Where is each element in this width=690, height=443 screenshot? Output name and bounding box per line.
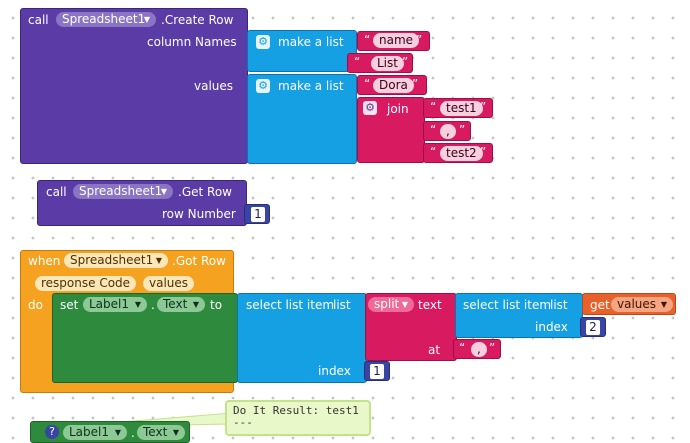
make-a-list-label: make a list — [278, 35, 344, 49]
make-a-list-label: make a list — [278, 79, 344, 93]
component-dropdown-label: Spreadsheet1 — [79, 184, 163, 198]
chevron-down-icon: ▼ — [143, 15, 150, 24]
join-block[interactable] — [357, 97, 425, 163]
close-quote-icon: ” — [412, 77, 419, 91]
close-quote-icon: ” — [489, 341, 496, 355]
at-param-label: at — [428, 343, 441, 357]
component-dropdown[interactable]: Label1 ▼ — [83, 297, 147, 312]
property-dropdown[interactable]: Text ▼ — [157, 297, 205, 312]
string-value[interactable]: test1 — [440, 101, 483, 116]
string-value[interactable]: , — [440, 124, 456, 139]
string-value[interactable]: , — [471, 342, 487, 357]
component-dropdown[interactable]: Spreadsheet1 ▼ — [73, 184, 173, 199]
index-param-label: index — [318, 364, 351, 378]
split-dropdown[interactable]: split ▼ — [368, 297, 414, 312]
property-dropdown-label: Text — [163, 297, 188, 311]
close-quote-icon: ” — [480, 145, 487, 159]
number-value[interactable]: 1 — [370, 364, 384, 379]
open-quote-icon: “ — [354, 55, 361, 69]
when-keyword: when — [28, 254, 61, 268]
row-number-label: row Number — [162, 207, 236, 221]
create-row-block[interactable] — [20, 8, 248, 164]
select-list-item-label: select list item — [246, 298, 335, 312]
gear-icon[interactable]: ⚙ — [256, 35, 270, 49]
string-value[interactable]: List — [371, 56, 404, 71]
component-dropdown-label: Spreadsheet1 — [70, 253, 154, 267]
select-list-item-block[interactable] — [237, 293, 367, 383]
dot-separator: . — [131, 426, 135, 440]
chevron-down-icon: ▼ — [192, 300, 199, 309]
param-values[interactable]: values — [143, 276, 195, 291]
method-label: .Create Row — [161, 13, 234, 27]
variable-dropdown[interactable]: values ▼ — [611, 297, 673, 312]
do-it-result-bubble: Do It Result: test1 --- — [225, 400, 371, 436]
chevron-down-icon: ▼ — [401, 300, 408, 309]
chevron-down-icon: ▼ — [160, 187, 167, 196]
method-label: .Get Row — [178, 185, 232, 199]
chevron-down-icon: ▼ — [114, 428, 121, 437]
close-quote-icon: ” — [480, 100, 487, 114]
property-dropdown[interactable]: Text ▼ — [137, 425, 185, 440]
component-dropdown-label: Spreadsheet1 — [62, 12, 146, 26]
gear-icon[interactable]: ⚙ — [256, 79, 270, 93]
component-dropdown-label: Label1 — [69, 425, 110, 439]
close-quote-icon: ” — [402, 55, 409, 69]
number-value[interactable]: 1 — [251, 207, 265, 222]
component-dropdown[interactable]: Spreadsheet1 ▼ — [56, 12, 156, 27]
list-param-label: list — [550, 298, 568, 312]
get-keyword: get — [590, 298, 610, 312]
call-keyword: call — [46, 185, 67, 199]
event-label: .Got Row — [172, 254, 226, 268]
open-quote-icon: “ — [459, 341, 466, 355]
set-keyword: set — [60, 298, 79, 312]
do-it-result-text: Do It Result: test1 — [233, 404, 359, 417]
select-list-item-label: select list item — [463, 298, 552, 312]
string-value[interactable]: name — [373, 33, 420, 48]
open-quote-icon: “ — [430, 145, 437, 159]
split-dropdown-label: split — [374, 297, 400, 311]
join-label: join — [387, 102, 409, 116]
component-dropdown[interactable]: Spreadsheet1 ▼ — [64, 253, 168, 268]
text-param-label: text — [418, 298, 442, 312]
variable-dropdown-label: values — [617, 297, 657, 311]
close-quote-icon: ” — [416, 33, 423, 47]
help-icon[interactable]: ? — [45, 425, 59, 439]
open-quote-icon: “ — [364, 33, 371, 47]
string-value[interactable]: Dora — [373, 78, 414, 93]
do-it-result-separator: --- — [233, 416, 253, 429]
open-quote-icon: “ — [364, 77, 371, 91]
select-list-item-block[interactable] — [455, 293, 583, 338]
chevron-down-icon: ▼ — [172, 428, 179, 437]
dot-separator: . — [151, 298, 155, 312]
values-label: values — [194, 79, 234, 93]
component-dropdown-label: Label1 — [89, 297, 130, 311]
do-keyword: do — [28, 298, 43, 312]
chevron-down-icon: ▼ — [134, 300, 141, 309]
list-param-label: list — [333, 298, 351, 312]
open-quote-icon: “ — [430, 123, 437, 137]
param-response-code[interactable]: response Code — [35, 276, 137, 291]
number-value[interactable]: 2 — [586, 320, 600, 335]
close-quote-icon: ” — [459, 123, 466, 137]
component-dropdown[interactable]: Label1 ▼ — [63, 425, 127, 440]
call-keyword: call — [28, 13, 49, 27]
open-quote-icon: “ — [430, 100, 437, 114]
gear-icon[interactable]: ⚙ — [363, 101, 377, 115]
chevron-down-icon: ▼ — [660, 300, 667, 309]
chevron-down-icon: ▼ — [155, 256, 162, 265]
index-param-label: index — [535, 320, 568, 334]
property-dropdown-label: Text — [143, 425, 168, 439]
string-value[interactable]: test2 — [440, 146, 483, 161]
to-keyword: to — [210, 298, 223, 312]
column-names-label: column Names — [147, 35, 237, 49]
